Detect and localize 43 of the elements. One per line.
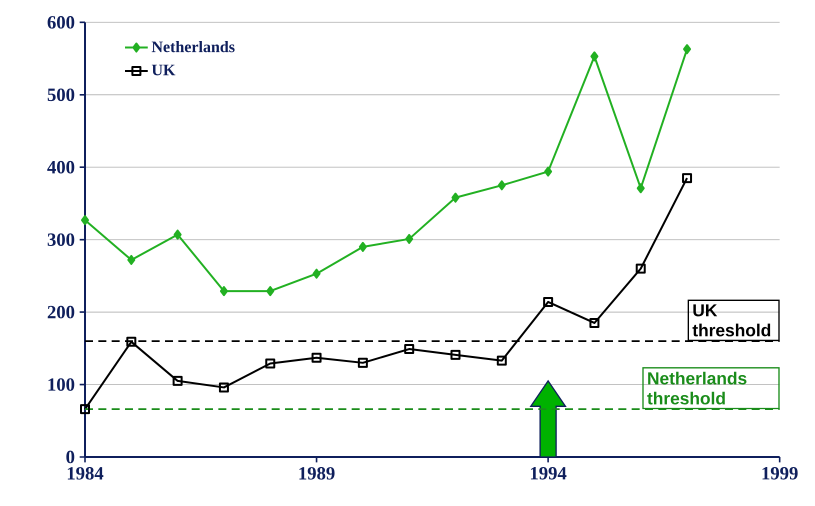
point: [589, 318, 600, 328]
point: [358, 242, 367, 252]
y-tick-label: 600: [48, 16, 74, 29]
point: [174, 230, 182, 240]
point: [172, 376, 183, 386]
point: [126, 336, 136, 347]
legend-label: UK: [152, 64, 176, 76]
point: [312, 268, 321, 279]
point: [682, 173, 692, 184]
y-tick-label: 200: [48, 306, 74, 318]
point: [405, 234, 414, 244]
point: [81, 215, 90, 226]
y-tick-label: 300: [48, 233, 74, 246]
point: [127, 254, 136, 265]
y-tick-label: 0: [66, 450, 74, 464]
y-tick-label: 100: [48, 378, 74, 391]
point: [590, 51, 598, 62]
point: [312, 352, 322, 363]
point: [636, 264, 646, 274]
point: [220, 286, 228, 296]
point: [404, 344, 414, 354]
point: [358, 358, 368, 368]
legend-label: Netherlands: [152, 40, 235, 52]
point: [450, 350, 460, 360]
y-tick-label: 400: [47, 160, 74, 174]
x-tick-label: 1999: [762, 467, 798, 480]
point: [683, 44, 692, 54]
point: [498, 180, 506, 190]
point: [218, 382, 229, 392]
point: [543, 296, 554, 307]
x-tick-label: 1994: [530, 467, 566, 480]
y-tick-label: 500: [48, 88, 74, 102]
point: [80, 404, 90, 414]
ref-line-label: Netherlands threshold: [647, 372, 746, 405]
x-tick-label: 1989: [299, 467, 335, 480]
point: [266, 286, 274, 296]
point: [265, 358, 276, 369]
point: [544, 166, 552, 177]
point: [496, 356, 507, 366]
point: [451, 192, 460, 203]
point: [636, 183, 645, 194]
x-tick-label: 1984: [68, 467, 104, 480]
ref-line-label: UK threshold: [692, 304, 770, 336]
